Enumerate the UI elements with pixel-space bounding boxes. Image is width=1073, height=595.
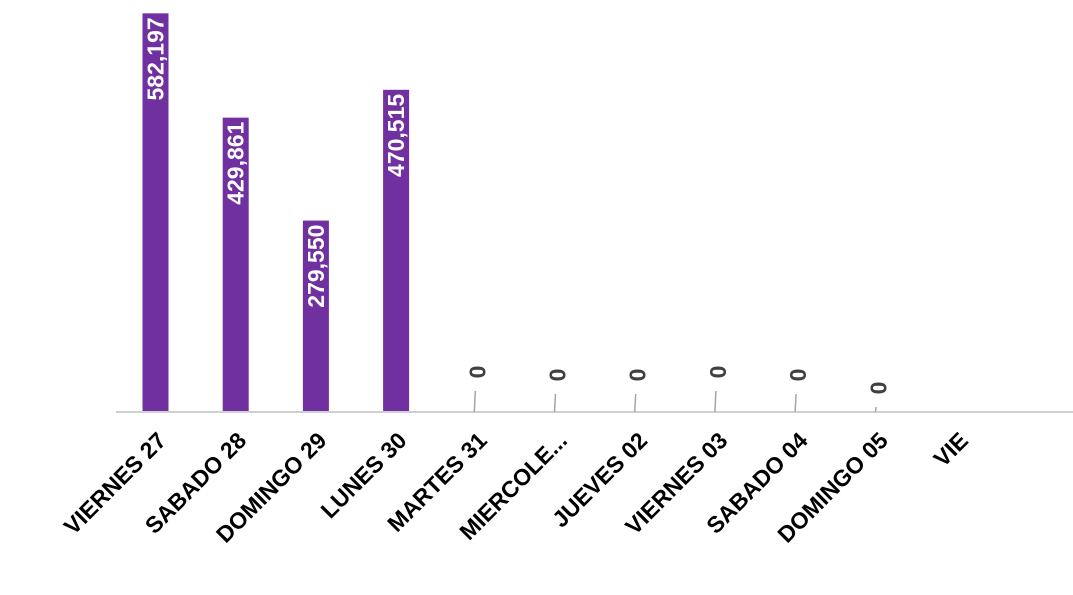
zero-label-leader-line	[794, 393, 797, 413]
zero-label-leader-line	[714, 390, 717, 413]
zero-label-leader-line	[553, 393, 557, 413]
zero-value-label: 0	[625, 369, 651, 382]
zero-label-leader-line	[633, 393, 637, 413]
bar	[383, 89, 410, 413]
data-labels-layer: 582,197 429,861 279,550 470,515 0 0 0 0 0 0	[143, 17, 891, 413]
bar	[222, 117, 249, 412]
zero-value-label: 0	[464, 366, 490, 379]
zero-label-leader-line	[473, 390, 477, 413]
bar-value-label: 582,197	[143, 17, 169, 100]
zero-value-label: 0	[705, 366, 731, 379]
zero-value-label: 0	[865, 382, 891, 395]
zero-label-leader-line	[874, 406, 878, 413]
zero-value-label: 0	[785, 369, 811, 382]
bar-value-label: 429,861	[223, 121, 249, 204]
x-tick-label: VIE	[928, 427, 973, 472]
bars-layer	[142, 13, 410, 413]
bar-value-label: 470,515	[383, 94, 409, 177]
bar	[302, 220, 329, 412]
bar	[142, 13, 169, 412]
zero-value-label: 0	[545, 369, 571, 382]
bar-value-label: 279,550	[303, 225, 329, 308]
